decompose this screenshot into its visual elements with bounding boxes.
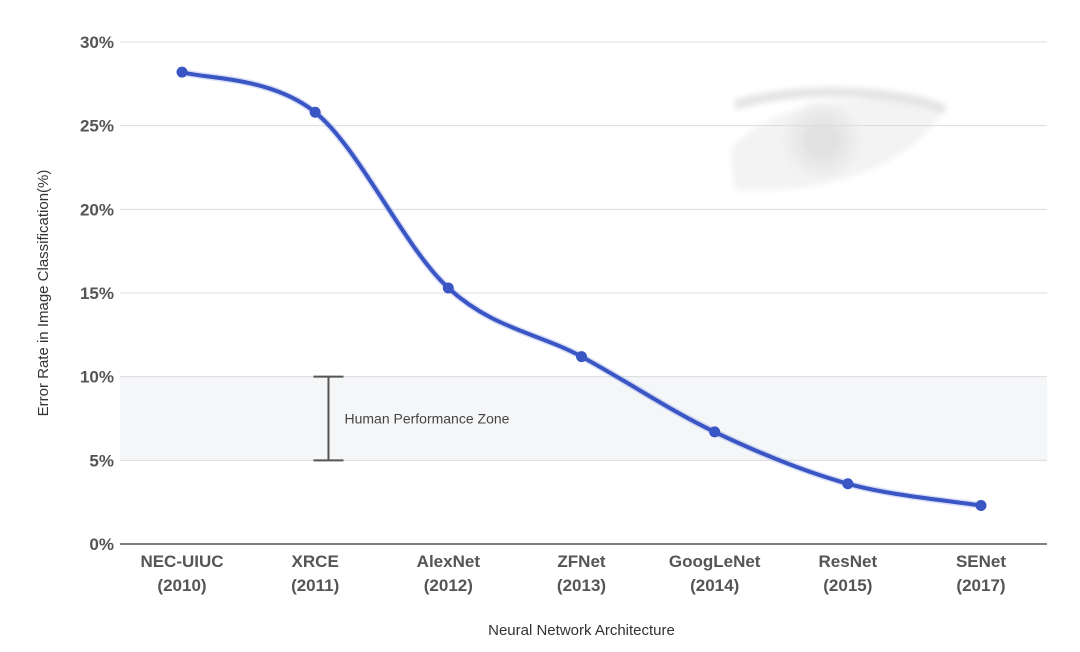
x-tick-label: NEC-UIUC xyxy=(140,552,223,571)
x-axis-ticks: NEC-UIUC (2010) XRCE (2011) AlexNet (2012) ZFN… xyxy=(140,552,1006,595)
human-performance-zone-label: Human Performance Zone xyxy=(344,411,509,427)
x-tick-year-label: (2012) xyxy=(424,576,473,595)
y-axis-ticks: 0% 5% 10% 15% 20% 25% 30% xyxy=(80,33,114,554)
x-tick-label: GoogLeNet xyxy=(669,552,761,571)
x-tick-year-label: (2014) xyxy=(690,576,739,595)
y-tick-label: 25% xyxy=(80,117,114,136)
x-axis-title: Neural Network Architecture xyxy=(488,622,675,639)
data-point-4 xyxy=(576,351,587,363)
x-tick-year-label: (2015) xyxy=(823,576,872,595)
y-tick-label: 10% xyxy=(80,368,114,387)
y-tick-label: 15% xyxy=(80,284,114,303)
x-tick-year-label: (2010) xyxy=(157,576,206,595)
x-tick-label: ZFNet xyxy=(557,552,606,571)
grid-lines xyxy=(120,41,1047,461)
y-tick-label: 30% xyxy=(80,33,114,52)
human-performance-zone-band xyxy=(120,376,1047,461)
x-tick-year-label: (2017) xyxy=(956,576,1005,595)
y-axis-title: Error Rate in Image Classification(%) xyxy=(35,170,52,417)
x-tick-label: AlexNet xyxy=(417,552,481,571)
x-tick-year-label: (2013) xyxy=(557,576,606,595)
data-point-2 xyxy=(309,106,321,118)
y-tick-label: 0% xyxy=(89,535,114,554)
eye-watermark-icon xyxy=(730,87,948,191)
human-performance-zone-marker: Human Performance Zone xyxy=(313,375,510,462)
y-tick-label: 20% xyxy=(80,200,114,219)
x-tick-label: XRCE xyxy=(292,552,339,571)
x-tick-year-label: (2011) xyxy=(291,576,339,595)
x-tick-label: ResNet xyxy=(819,552,878,571)
data-point-7 xyxy=(975,500,987,512)
x-tick-label: SENet xyxy=(956,552,1006,571)
data-point-1 xyxy=(176,66,188,78)
y-tick-label: 5% xyxy=(89,451,114,470)
data-points xyxy=(176,66,987,512)
data-point-3 xyxy=(442,282,454,294)
data-point-6 xyxy=(842,478,854,490)
data-point-5 xyxy=(709,426,721,438)
